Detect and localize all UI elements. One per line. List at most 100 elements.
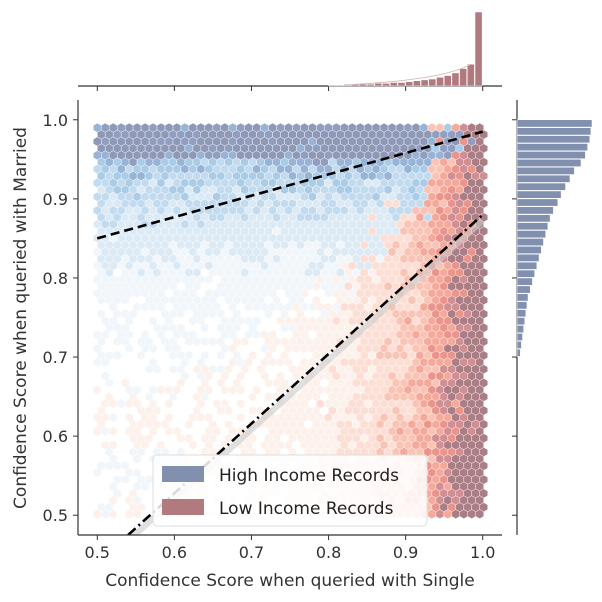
hexbin-cell: [177, 309, 185, 318]
marginal-x-bar: [436, 77, 443, 86]
hexbin-cell: [93, 427, 101, 436]
marginal-y-bar: [517, 207, 553, 214]
marginal-y-bar: [517, 191, 561, 198]
marginal-y-bar: [517, 215, 550, 222]
hexbin-cell: [300, 344, 308, 353]
x-tick-label: 0.6: [162, 543, 187, 562]
hexbin-cell: [169, 365, 177, 374]
marginal-x-bar: [398, 83, 405, 86]
hexbin-cell: [452, 510, 460, 519]
hexbin-cell: [217, 406, 225, 415]
marginal-x-bar: [413, 81, 420, 86]
marginal-y-bar: [517, 286, 530, 293]
hexbin-cell: [312, 282, 320, 291]
joint-plot: 0.5 0.6 0.7 0.8 0.9 1.0 0.5 0.6 0.7 0.8 0.9 1.0 Hig…: [0, 0, 602, 602]
hexbin-cell: [265, 378, 273, 387]
marginal-y-bar: [517, 175, 570, 182]
marginal-y-bar: [517, 310, 526, 317]
marginal-y-bar: [517, 136, 590, 143]
hexbin-cell: [253, 303, 261, 312]
marginal-x-bar: [367, 84, 374, 86]
marginal-x-bar: [460, 69, 467, 86]
hexbin-cell: [165, 399, 173, 408]
hexbin-cell: [209, 309, 217, 318]
hexbin-cell: [125, 344, 133, 353]
hexbin-cell: [237, 399, 245, 408]
legend-swatch-high-income: [162, 466, 204, 482]
marginal-y-bar: [517, 167, 574, 174]
marginal-y-bar: [517, 302, 527, 309]
hexbin-cell: [141, 482, 149, 491]
hexbin-cell: [225, 406, 233, 415]
hexbin-cell: [428, 510, 436, 519]
y-tick-label: 0.7: [43, 348, 68, 367]
marginal-y-bar: [517, 278, 532, 285]
marginal-x-histogram: [78, 12, 502, 91]
hexbin-cell: [201, 337, 209, 346]
hexbin-cell: [133, 289, 141, 298]
marginal-y-bar: [517, 223, 548, 230]
legend: High Income Records Low Income Records: [153, 455, 427, 526]
hexbin-cell: [189, 316, 197, 325]
x-tick-label: 1.0: [470, 543, 495, 562]
hexbin-cell: [93, 510, 101, 519]
hexbin-cell: [476, 510, 484, 519]
hexbin-cell: [324, 289, 332, 298]
hexbin-cell: [109, 413, 117, 422]
hexbin-cell: [113, 337, 121, 346]
y-tick-label: 0.9: [43, 190, 68, 209]
x-tick-label: 0.7: [239, 543, 264, 562]
hexbin-cell: [241, 337, 249, 346]
hexbin-cell: [197, 413, 205, 422]
hexbin-cell: [185, 420, 193, 429]
hexbin-cell: [149, 344, 157, 353]
marginal-x-bar: [383, 83, 390, 86]
x-tick-label: 0.8: [316, 543, 341, 562]
marginal-y-bar: [517, 333, 523, 340]
marginal-y-bar: [517, 349, 520, 356]
hexbin-cell: [265, 392, 273, 401]
hexbin-cell: [265, 309, 273, 318]
hexbin-cell: [281, 323, 289, 332]
hexbin-cell: [237, 413, 245, 422]
marginal-y-bar: [517, 254, 539, 261]
hexbin-cell: [133, 454, 141, 463]
hexbin-cell: [201, 323, 209, 332]
marginal-y-bar: [517, 318, 525, 325]
hexbin-cell: [141, 303, 149, 312]
marginal-y-bar: [517, 238, 543, 245]
hexbin-cell: [93, 385, 101, 394]
hexbin-cell: [133, 510, 141, 519]
hexbin-cell: [93, 468, 101, 477]
hexbin-cell: [157, 385, 165, 394]
marginal-x-bar: [375, 83, 382, 86]
marginal-y-histogram: [512, 100, 592, 535]
marginal-x-bar: [475, 12, 482, 86]
marginal-x-bar: [444, 76, 451, 86]
hexbin-cell: [177, 434, 185, 443]
x-tick-label: 0.9: [393, 543, 418, 562]
marginal-y-bar: [517, 159, 581, 166]
hexbin-cell: [121, 475, 129, 484]
marginal-x-bar: [329, 85, 336, 86]
hexbin-cell: [249, 406, 257, 415]
hexbin-cell: [113, 461, 121, 470]
hexbin-cell: [217, 351, 225, 360]
x-tick-label: 0.5: [85, 543, 110, 562]
hexbin-cell: [105, 378, 113, 387]
marginal-y-bar: [517, 270, 535, 277]
marginal-y-bar: [517, 325, 524, 332]
marginal-x-bar: [467, 64, 474, 86]
hexbin-cell: [209, 337, 217, 346]
hexbin-cell: [153, 365, 161, 374]
hexbin-cell: [277, 358, 285, 367]
legend-label-low-income: Low Income Records: [219, 499, 394, 519]
hexbin-cell: [137, 351, 145, 360]
chart-svg: 0.5 0.6 0.7 0.8 0.9 1.00.50.60.70.80.91.0 Hig…: [0, 0, 602, 602]
hexbin-cell: [113, 351, 121, 360]
marginal-x-bar: [336, 85, 343, 86]
marginal-y-bar: [517, 183, 566, 190]
marginal-x-bar: [429, 79, 436, 86]
y-tick-label: 1.0: [43, 111, 68, 130]
hexbin-cell: [109, 399, 117, 408]
